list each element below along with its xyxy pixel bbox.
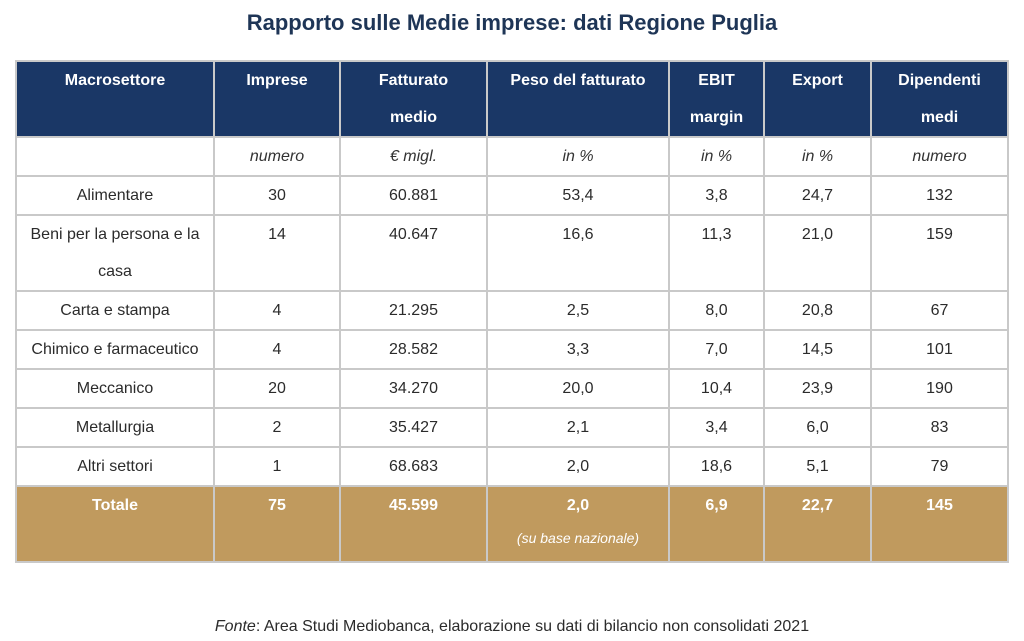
ebit-cell: 18,6 [668, 446, 765, 487]
ebit-cell: 7,0 [668, 329, 765, 370]
imprese-cell: 4 [213, 329, 341, 370]
sector-cell: Beni per la persona e la casa [15, 214, 215, 292]
table-row: Altri settori 1 68.683 2,0 18,6 5,1 79 [15, 446, 1009, 487]
unit-cell: in % [486, 136, 670, 177]
unit-cell: numero [213, 136, 341, 177]
ebit-cell: 10,4 [668, 368, 765, 409]
total-fatturato: 45.599 [339, 485, 488, 563]
imprese-cell: 20 [213, 368, 341, 409]
header-dipendenti: Dipendenti medi [870, 60, 1009, 138]
ebit-cell: 3,4 [668, 407, 765, 448]
header-export: Export [763, 60, 872, 138]
unit-cell: numero [870, 136, 1009, 177]
source-text: : Area Studi Mediobanca, elaborazione su… [255, 618, 810, 635]
peso-cell: 2,1 [486, 407, 670, 448]
peso-cell: 16,6 [486, 214, 670, 292]
imprese-cell: 30 [213, 175, 341, 216]
dipendenti-cell: 190 [870, 368, 1009, 409]
export-cell: 14,5 [763, 329, 872, 370]
export-cell: 6,0 [763, 407, 872, 448]
header-row: Macrosettore Imprese Fatturato medio Peso… [15, 60, 1009, 138]
sector-cell: Alimentare [15, 175, 215, 216]
fatturato-cell: 21.295 [339, 290, 488, 331]
unit-cell: in % [668, 136, 765, 177]
dipendenti-cell: 79 [870, 446, 1009, 487]
total-export: 22,7 [763, 485, 872, 563]
sector-cell: Chimico e farmaceutico [15, 329, 215, 370]
dipendenti-cell: 67 [870, 290, 1009, 331]
imprese-cell: 14 [213, 214, 341, 292]
sector-cell: Altri settori [15, 446, 215, 487]
peso-cell: 20,0 [486, 368, 670, 409]
unit-cell [15, 136, 215, 177]
ebit-cell: 3,8 [668, 175, 765, 216]
total-label: Totale [15, 485, 215, 563]
sector-cell: Meccanico [15, 368, 215, 409]
total-peso-note: (su base nazionale) [516, 530, 640, 546]
dipendenti-cell: 101 [870, 329, 1009, 370]
export-cell: 5,1 [763, 446, 872, 487]
sector-cell: Metallurgia [15, 407, 215, 448]
total-peso-value: 2,0 [566, 497, 590, 514]
dipendenti-cell: 83 [870, 407, 1009, 448]
header-imprese: Imprese [213, 60, 341, 138]
imprese-cell: 2 [213, 407, 341, 448]
fatturato-cell: 40.647 [339, 214, 488, 292]
peso-cell: 53,4 [486, 175, 670, 216]
peso-cell: 2,0 [486, 446, 670, 487]
export-cell: 23,9 [763, 368, 872, 409]
total-imprese: 75 [213, 485, 341, 563]
header-ebit: EBIT margin [668, 60, 765, 138]
table-row: Carta e stampa 4 21.295 2,5 8,0 20,8 67 [15, 290, 1009, 331]
table-row: Chimico e farmaceutico 4 28.582 3,3 7,0 … [15, 329, 1009, 370]
total-ebit: 6,9 [668, 485, 765, 563]
sector-cell: Carta e stampa [15, 290, 215, 331]
header-peso: Peso del fatturato [486, 60, 670, 138]
page-title: Rapporto sulle Medie imprese: dati Regio… [246, 10, 778, 35]
fatturato-cell: 68.683 [339, 446, 488, 487]
fatturato-cell: 28.582 [339, 329, 488, 370]
total-dipendenti: 145 [870, 485, 1009, 563]
fatturato-cell: 35.427 [339, 407, 488, 448]
table-row: Metallurgia 2 35.427 2,1 3,4 6,0 83 [15, 407, 1009, 448]
peso-cell: 3,3 [486, 329, 670, 370]
dipendenti-cell: 159 [870, 214, 1009, 292]
units-row: numero € migl. in % in % in % numero [15, 136, 1009, 177]
ebit-cell: 11,3 [668, 214, 765, 292]
peso-cell: 2,5 [486, 290, 670, 331]
unit-cell: in % [763, 136, 872, 177]
imprese-cell: 1 [213, 446, 341, 487]
table-row: Alimentare 30 60.881 53,4 3,8 24,7 132 [15, 175, 1009, 216]
total-peso: 2,0 (su base nazionale) [486, 485, 670, 563]
fatturato-cell: 34.270 [339, 368, 488, 409]
dipendenti-cell: 132 [870, 175, 1009, 216]
header-fatturato: Fatturato medio [339, 60, 488, 138]
export-cell: 20,8 [763, 290, 872, 331]
source-label: Fonte [214, 618, 256, 635]
unit-cell: € migl. [339, 136, 488, 177]
source-note: Fonte: Area Studi Mediobanca, elaborazio… [0, 618, 1024, 636]
imprese-cell: 4 [213, 290, 341, 331]
data-table: Macrosettore Imprese Fatturato medio Peso… [15, 60, 1009, 563]
fatturato-cell: 60.881 [339, 175, 488, 216]
table-row: Meccanico 20 34.270 20,0 10,4 23,9 190 [15, 368, 1009, 409]
header-macrosettore: Macrosettore [15, 60, 215, 138]
table-row: Beni per la persona e la casa 14 40.647 … [15, 214, 1009, 292]
export-cell: 24,7 [763, 175, 872, 216]
ebit-cell: 8,0 [668, 290, 765, 331]
total-row: Totale 75 45.599 2,0 (su base nazionale)… [15, 485, 1009, 563]
export-cell: 21,0 [763, 214, 872, 292]
